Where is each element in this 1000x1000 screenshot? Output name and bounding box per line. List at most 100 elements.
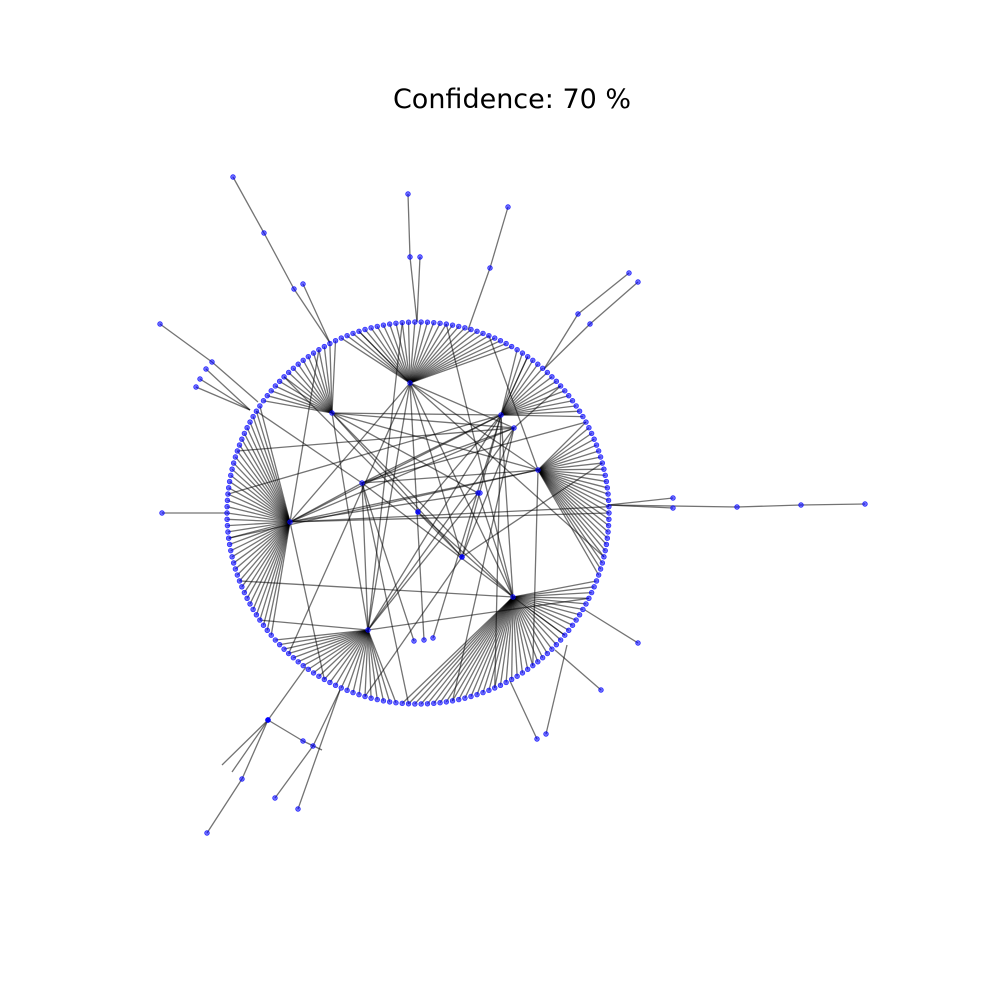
graph-node-leaf xyxy=(157,321,163,327)
graph-edge xyxy=(297,629,369,663)
graph-edge xyxy=(512,596,566,636)
graph-edge xyxy=(554,649,602,691)
graph-edge xyxy=(289,506,609,523)
graph-edge xyxy=(537,469,608,539)
graph-node-leaf xyxy=(474,328,480,335)
graph-node-leaf xyxy=(321,343,328,350)
graph-node-leaf xyxy=(449,698,456,704)
graph-node-leaf xyxy=(573,617,579,623)
graph-edge xyxy=(297,689,341,810)
graph-node-leaf xyxy=(224,516,230,523)
graph-node-leaf xyxy=(535,361,541,367)
graph-node-leaf xyxy=(253,408,260,414)
graph-node-leaf xyxy=(437,700,443,706)
graph-node-leaf xyxy=(203,366,209,372)
graph-edge xyxy=(288,382,411,654)
graph-edge xyxy=(367,629,391,703)
graph-node-leaf xyxy=(281,374,287,380)
graph-node-leaf xyxy=(399,319,405,326)
graph-node-leaf xyxy=(290,655,297,661)
graph-node-leaf xyxy=(588,589,595,596)
graph-edge xyxy=(500,410,580,416)
graph-edge xyxy=(537,444,597,471)
graph-edge xyxy=(229,521,291,546)
graph-edge xyxy=(433,596,514,704)
graph-node-leaf xyxy=(344,687,350,694)
graph-edge xyxy=(500,390,565,416)
graph-edge xyxy=(512,596,573,626)
graph-edge xyxy=(275,629,369,641)
graph-edge xyxy=(500,360,534,416)
graph-node-leaf xyxy=(350,330,356,337)
chart-title: Confidence: 70 % xyxy=(392,84,632,115)
graph-node-leaf xyxy=(553,641,560,648)
graph-edge xyxy=(267,719,304,742)
graph-node-leaf xyxy=(305,353,312,360)
graph-edge xyxy=(416,256,421,323)
graph-node-leaf xyxy=(226,478,233,485)
graph-edge xyxy=(249,421,291,523)
graph-node-leaf xyxy=(492,685,498,691)
graph-node-leaf xyxy=(586,595,592,602)
graph-edge xyxy=(289,521,325,680)
graph-edge xyxy=(537,469,609,501)
graph-edge xyxy=(409,325,460,384)
graph-node-leaf xyxy=(399,700,405,707)
graph-node-leaf xyxy=(505,204,511,210)
graph-edge xyxy=(543,313,579,370)
graph-node-leaf xyxy=(497,682,504,688)
graph-node-leaf xyxy=(601,466,607,472)
graph-node-leaf xyxy=(605,491,611,497)
graph-edge xyxy=(227,518,291,523)
graph-edge xyxy=(367,629,372,699)
graph-edge xyxy=(537,469,606,476)
graph-node-leaf xyxy=(232,454,239,460)
graph-node-leaf xyxy=(268,632,274,638)
graph-edge xyxy=(237,427,515,452)
graph-edge xyxy=(461,414,502,558)
graph-edge xyxy=(228,469,539,539)
graph-node-leaf xyxy=(332,682,339,688)
graph-node-leaf xyxy=(576,408,583,414)
graph-node-leaf xyxy=(261,230,267,236)
graph-edge xyxy=(271,390,333,414)
graph-edge xyxy=(512,596,524,673)
graph-node-leaf xyxy=(462,695,468,701)
graph-node-leaf xyxy=(247,419,253,425)
graph-node-leaf xyxy=(226,541,233,548)
graph-edge xyxy=(329,343,333,414)
graph-edge xyxy=(255,411,291,523)
graph-node-leaf xyxy=(234,572,241,578)
graph-edge xyxy=(361,482,410,704)
graph-node-leaf xyxy=(257,617,263,623)
graph-edge xyxy=(451,596,514,702)
graph-node-leaf xyxy=(486,687,492,694)
graph-edge xyxy=(302,283,331,344)
graph-edge xyxy=(358,629,369,695)
graph-node-leaf xyxy=(557,637,564,643)
graph-node-leaf xyxy=(487,265,493,271)
graph-node-leaf xyxy=(626,270,632,276)
graph-node-leaf xyxy=(524,353,531,360)
graph-node-leaf xyxy=(268,388,274,394)
graph-edge xyxy=(537,469,600,576)
graph-node-leaf xyxy=(583,419,589,425)
graph-edge xyxy=(234,521,291,570)
graph-edge xyxy=(211,361,259,403)
graph-node-leaf xyxy=(224,510,230,516)
graph-edge xyxy=(499,596,514,686)
graph-edge xyxy=(409,256,418,323)
graph-edge xyxy=(230,474,291,523)
graph-edge xyxy=(409,321,416,384)
graph-node-leaf xyxy=(327,679,333,686)
graph-node-leaf xyxy=(562,388,568,394)
graph-node-leaf xyxy=(580,413,586,420)
graph-node-leaf xyxy=(411,638,417,644)
graph-edge xyxy=(409,382,514,598)
graph-edge xyxy=(409,335,490,384)
graph-edge xyxy=(231,521,291,558)
graph-edge xyxy=(543,323,591,370)
graph-edge xyxy=(367,492,479,631)
graph-node-hub xyxy=(498,412,504,418)
graph-edge xyxy=(241,719,269,780)
